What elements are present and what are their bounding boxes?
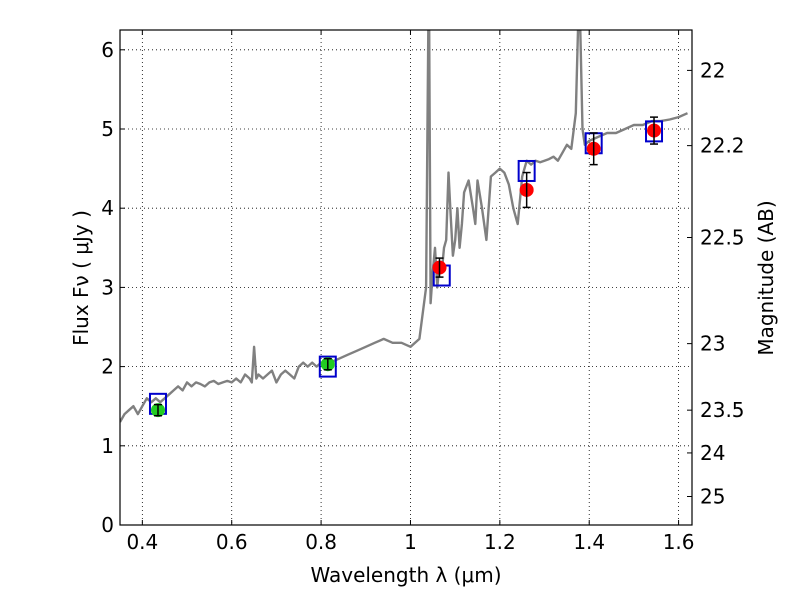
x-tick-label: 1.6 <box>663 530 695 554</box>
x-axis-label: Wavelength λ (μm) <box>310 563 501 587</box>
x-tick-label: 0.8 <box>305 530 337 554</box>
y2-tick-label: 22.2 <box>700 134 745 158</box>
y2-axis-label: Magnitude (AB) <box>754 200 778 355</box>
y-tick-label: 5 <box>101 117 114 141</box>
grid <box>120 30 692 525</box>
y-tick-label: 2 <box>101 355 114 379</box>
y2-tick-label: 22 <box>700 58 725 82</box>
y-tick-label: 3 <box>101 275 114 299</box>
x-tick-label: 0.4 <box>126 530 158 554</box>
x-tick-label: 1.2 <box>484 530 516 554</box>
model-box <box>318 355 337 378</box>
y-tick-label: 1 <box>101 434 114 458</box>
y-axis-label: Flux Fν ( μJy ) <box>69 210 93 346</box>
x-tick-label: 1 <box>404 530 417 554</box>
y2-tick-label: 25 <box>700 484 725 508</box>
photometry-points <box>148 116 664 418</box>
y2-tick-label: 22.5 <box>700 226 745 250</box>
y2-tick-label: 23 <box>700 332 725 356</box>
y2-tick-label: 23.5 <box>700 398 745 422</box>
y-tick-label: 6 <box>101 38 114 62</box>
spectrum <box>120 30 688 423</box>
y-tick-label: 4 <box>101 196 114 220</box>
plot-frame <box>119 29 693 526</box>
x-tick-label: 0.6 <box>216 530 248 554</box>
axis-ticks: 0.4 0.6 0.8 1 1.2 1.4 1.601234562222.222.52323… <box>101 30 745 554</box>
y2-tick-label: 24 <box>700 441 725 465</box>
y-tick-label: 0 <box>101 513 114 537</box>
spectrum-line <box>120 30 688 423</box>
x-tick-label: 1.4 <box>573 530 605 554</box>
